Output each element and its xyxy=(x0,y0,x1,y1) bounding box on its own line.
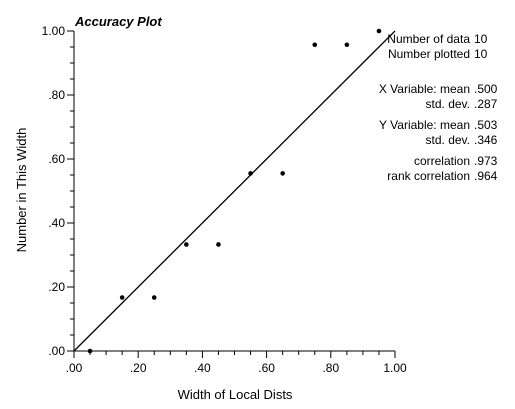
y-axis-label: Number in This Width xyxy=(14,128,29,253)
y-tick-label: 1.00 xyxy=(42,24,66,38)
data-point xyxy=(216,242,221,247)
chart-title: Accuracy Plot xyxy=(75,14,162,29)
number-of-data-value: 10 xyxy=(474,32,488,46)
y-std-dev-label: std. dev. xyxy=(425,133,470,147)
y-tick-label: .80 xyxy=(48,88,65,102)
x-variable-mean-label: X Variable: mean xyxy=(378,82,470,96)
number-plotted-value: 10 xyxy=(474,47,488,61)
x-tick-label: .20 xyxy=(130,361,147,375)
data-point xyxy=(280,171,285,176)
x-std-dev-value: .287 xyxy=(474,97,498,111)
y-variable-mean-label: Y Variable: mean xyxy=(379,118,470,132)
y-variable-mean-value: .503 xyxy=(474,118,498,132)
data-point xyxy=(119,295,125,300)
y-tick-label: .20 xyxy=(48,280,65,294)
x-tick-label: .60 xyxy=(258,361,275,375)
x-tick-label: .80 xyxy=(322,361,339,375)
data-point xyxy=(151,295,157,300)
x-variable-mean-value: .500 xyxy=(474,82,498,96)
data-point xyxy=(184,242,189,247)
reference-line xyxy=(73,30,396,352)
correlation-label: correlation xyxy=(413,154,470,168)
y-tick-label: .60 xyxy=(48,152,65,166)
number-of-data-label: Number of data xyxy=(387,32,470,46)
x-std-dev-label: std. dev. xyxy=(425,97,470,111)
x-tick-label: .40 xyxy=(194,361,211,375)
data-point xyxy=(344,42,350,48)
x-tick-label: 1.00 xyxy=(383,361,407,375)
y-tick-label: .40 xyxy=(48,216,65,230)
data-point xyxy=(312,42,318,48)
data-point xyxy=(248,171,253,176)
x-tick-label: .00 xyxy=(66,361,83,375)
tick-marks xyxy=(67,30,396,358)
x-axis-label: Width of Local Dists xyxy=(178,387,293,402)
data-points xyxy=(87,28,382,354)
diagonal-line xyxy=(73,30,396,352)
data-point xyxy=(87,348,93,354)
data-point xyxy=(376,28,382,34)
rank-correlation-label: rank correlation xyxy=(387,169,470,183)
correlation-value: .973 xyxy=(474,154,498,168)
y-tick-label: .00 xyxy=(48,344,65,358)
number-plotted-label: Number plotted xyxy=(387,47,470,61)
rank-correlation-value: .964 xyxy=(474,169,498,183)
tick-labels: .00 .20 .40 .60 .80 1.00 .00 .20 .40 .60 .80 1.00 xyxy=(42,24,407,375)
y-std-dev-value: .346 xyxy=(474,133,498,147)
